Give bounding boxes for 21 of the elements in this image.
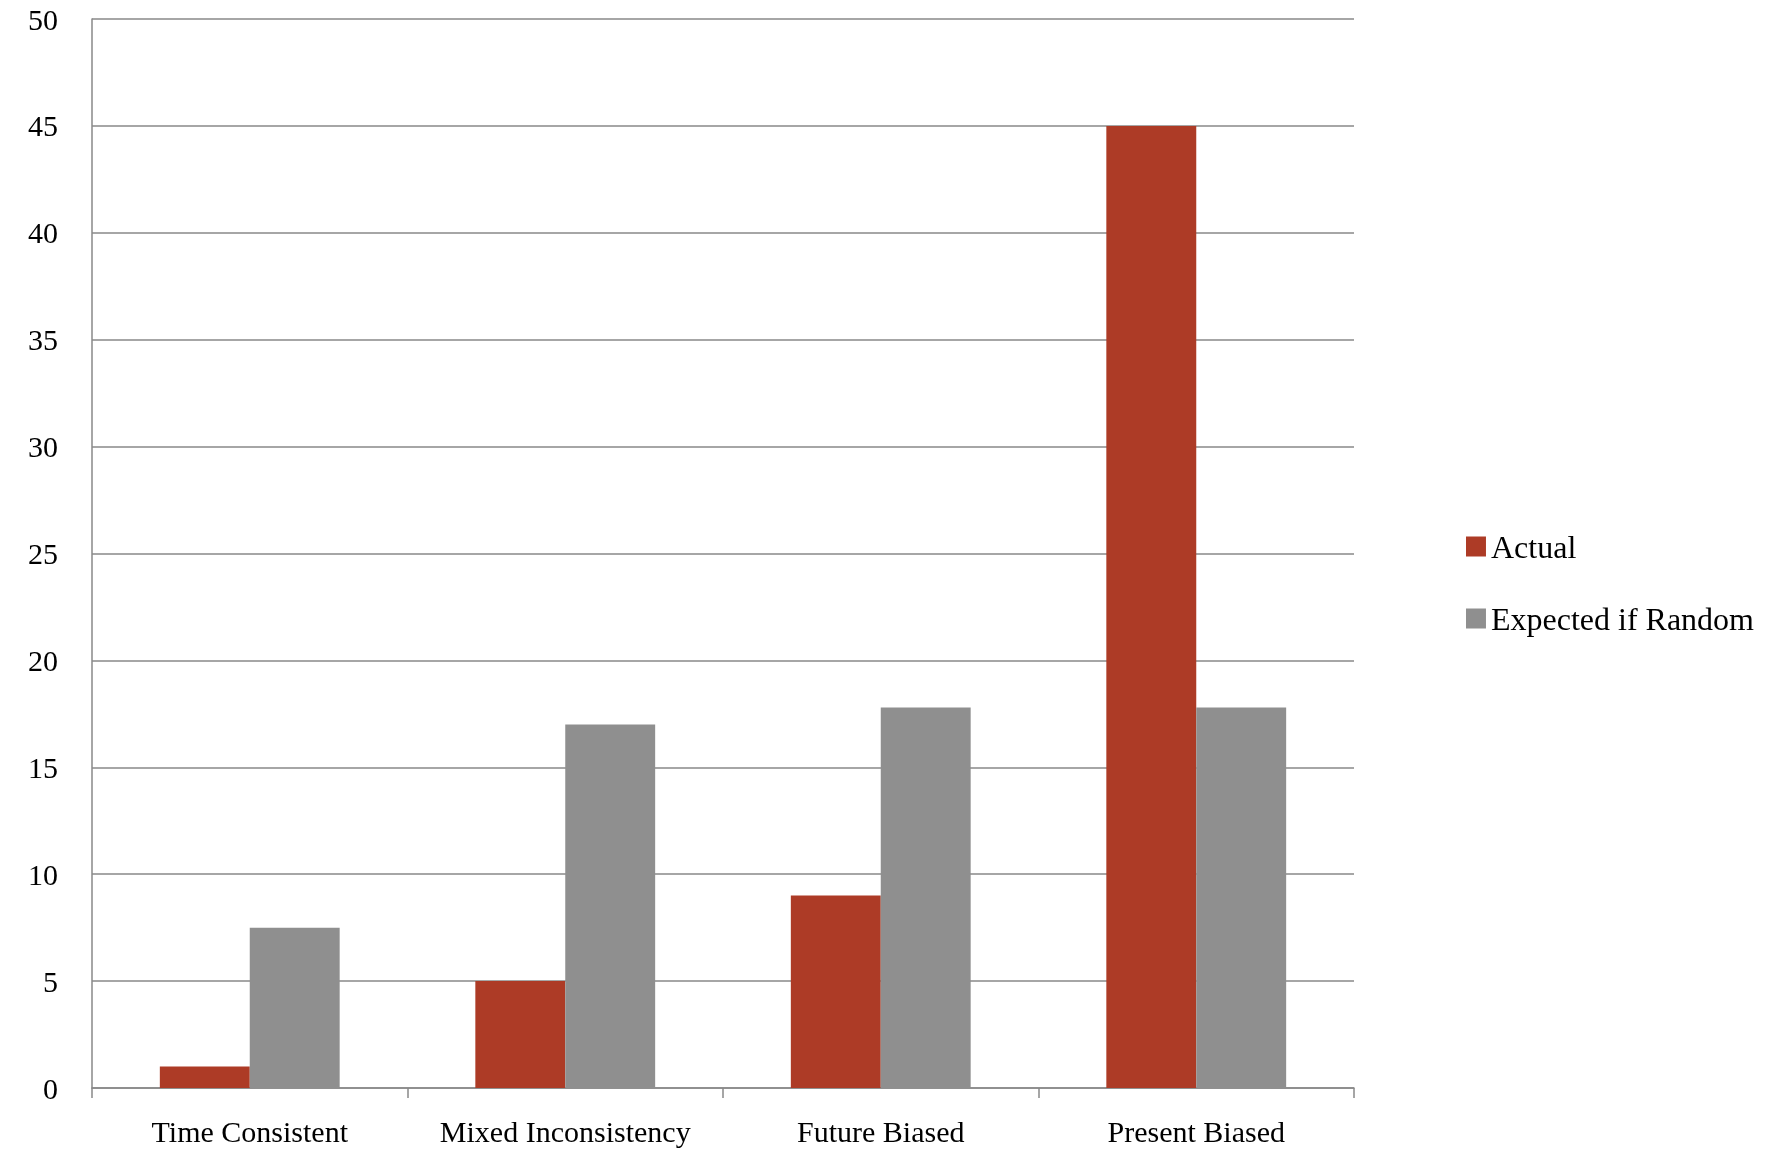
y-tick-label: 20 [28,643,58,677]
x-tick-label: Present Biased [1107,1114,1285,1148]
y-tick-label: 25 [28,537,58,570]
y-tick-label: 40 [28,216,58,250]
x-tick-label: Mixed Inconsistency [439,1114,691,1148]
y-tick-label: 5 [43,964,58,998]
bar [790,895,881,1088]
y-tick-label: 45 [28,109,58,143]
bar [159,1066,250,1088]
legend-label: Expected if Random [1490,600,1755,637]
y-tick-label: 0 [43,1071,58,1105]
y-tick-label: 30 [28,430,58,464]
y-tick-label: 15 [28,750,58,784]
y-tick-label: 50 [28,2,58,36]
y-tick-label: 35 [28,323,58,357]
x-tick-label: Time Consistent [151,1114,349,1148]
bar [1106,125,1197,1088]
legend-label: Actual [1490,528,1577,565]
bar [475,981,566,1088]
y-tick-label: 10 [28,857,58,891]
x-tick-label: Future Biased [797,1114,965,1148]
